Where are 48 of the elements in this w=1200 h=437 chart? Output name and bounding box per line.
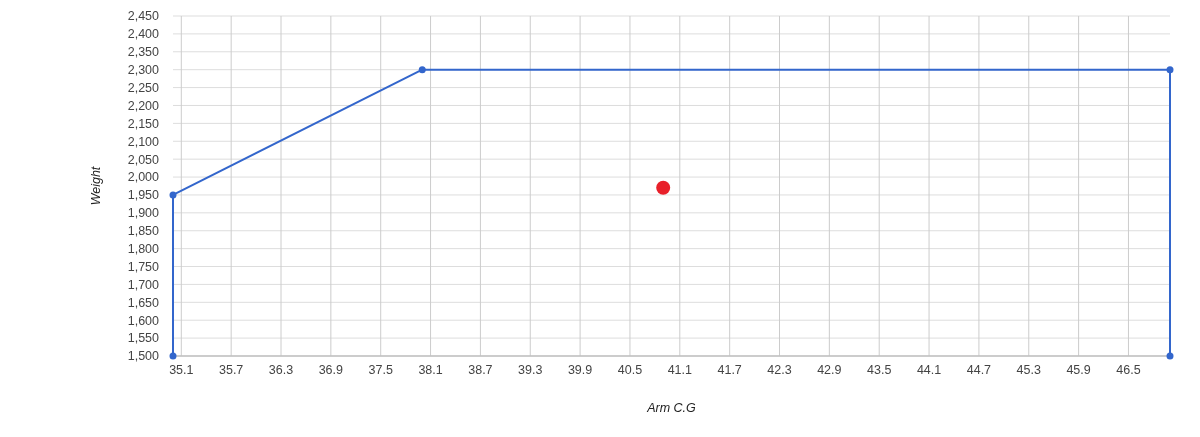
- x-tick-label: 39.9: [567, 363, 593, 377]
- y-tick-label: 1,600: [127, 313, 160, 328]
- x-tick-label: 36.9: [318, 363, 344, 377]
- x-tick-label: 42.3: [767, 363, 792, 377]
- y-tick-label: 2,150: [127, 116, 160, 131]
- x-tick-label: 38.1: [418, 363, 443, 377]
- x-tick-label: 41.7: [717, 363, 742, 377]
- x-tick-label: 44.1: [916, 363, 942, 377]
- y-tick-label: 2,450: [127, 9, 160, 24]
- y-tick-label: 2,300: [127, 63, 160, 78]
- y-axis-title: Weight: [89, 166, 103, 206]
- y-tick-label: 2,100: [127, 134, 160, 149]
- point: [1166, 66, 1174, 74]
- x-tick-label: 40.5: [617, 363, 643, 377]
- x-tick-label: 39.3: [518, 363, 543, 377]
- x-axis-title: Arm C.G: [646, 401, 697, 415]
- y-tick-label: 2,000: [127, 170, 160, 185]
- x-tick-label: 37.5: [368, 363, 393, 377]
- x-tick-label: 41.1: [667, 363, 693, 377]
- y-tick-label: 2,400: [127, 27, 160, 42]
- x-tick-label: 36.3: [268, 363, 294, 377]
- x-tick-label: 38.7: [468, 363, 493, 377]
- y-tick-label: 2,350: [127, 45, 160, 60]
- y-tick-label: 1,650: [127, 295, 160, 310]
- point: [656, 180, 671, 195]
- y-tick-label: 2,250: [127, 80, 160, 95]
- x-tick-label: 35.1: [169, 363, 194, 377]
- y-tick-label: 1,700: [127, 277, 160, 292]
- y-tick-label: 2,200: [127, 98, 160, 113]
- y-tick-label: 1,550: [127, 331, 160, 346]
- y-tick-label: 1,750: [127, 259, 160, 274]
- y-tick-label: 2,050: [127, 152, 160, 167]
- x-tick-label: 43.5: [867, 363, 892, 377]
- y-tick-label: 1,950: [127, 188, 160, 203]
- x-tick-label: 35.7: [218, 363, 244, 377]
- x-tick-label: 44.7: [966, 363, 992, 377]
- x-tick-label: 45.9: [1066, 363, 1091, 377]
- point: [418, 66, 426, 74]
- x-tick-label: 42.9: [817, 363, 842, 377]
- point: [169, 352, 177, 360]
- y-tick-label: 1,900: [127, 206, 160, 221]
- y-tick-label: 1,500: [127, 349, 160, 364]
- y-tick-label: 1,800: [127, 242, 160, 257]
- x-tick-label: 45.3: [1016, 363, 1041, 377]
- point: [169, 191, 177, 199]
- y-tick-label: 1,850: [127, 224, 160, 239]
- point: [1166, 352, 1174, 360]
- x-tick-label: 46.5: [1116, 363, 1141, 377]
